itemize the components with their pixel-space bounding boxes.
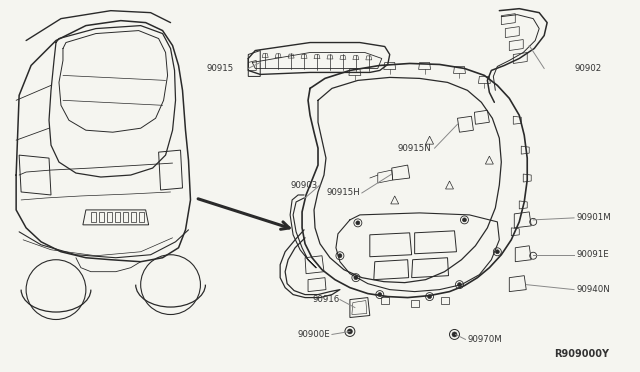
Circle shape (463, 218, 467, 222)
Text: 90915N: 90915N (398, 144, 431, 153)
Text: 90915H: 90915H (326, 189, 360, 198)
Text: 90915: 90915 (206, 64, 234, 73)
Circle shape (356, 221, 360, 225)
Text: 90091E: 90091E (576, 250, 609, 259)
Circle shape (338, 254, 342, 258)
Circle shape (354, 276, 358, 280)
Text: 90900E: 90900E (297, 330, 330, 339)
Text: 90970M: 90970M (467, 335, 502, 344)
Circle shape (452, 332, 457, 337)
Circle shape (495, 250, 499, 254)
Text: 90940N: 90940N (576, 285, 610, 294)
Text: 90901M: 90901M (576, 214, 611, 222)
Text: 90916: 90916 (313, 295, 340, 304)
Circle shape (378, 293, 382, 296)
Circle shape (348, 329, 353, 334)
Text: R909000Y: R909000Y (554, 349, 609, 359)
Circle shape (458, 283, 461, 286)
Circle shape (428, 295, 431, 299)
Text: 90903: 90903 (291, 180, 318, 189)
Text: 90902: 90902 (574, 64, 602, 73)
